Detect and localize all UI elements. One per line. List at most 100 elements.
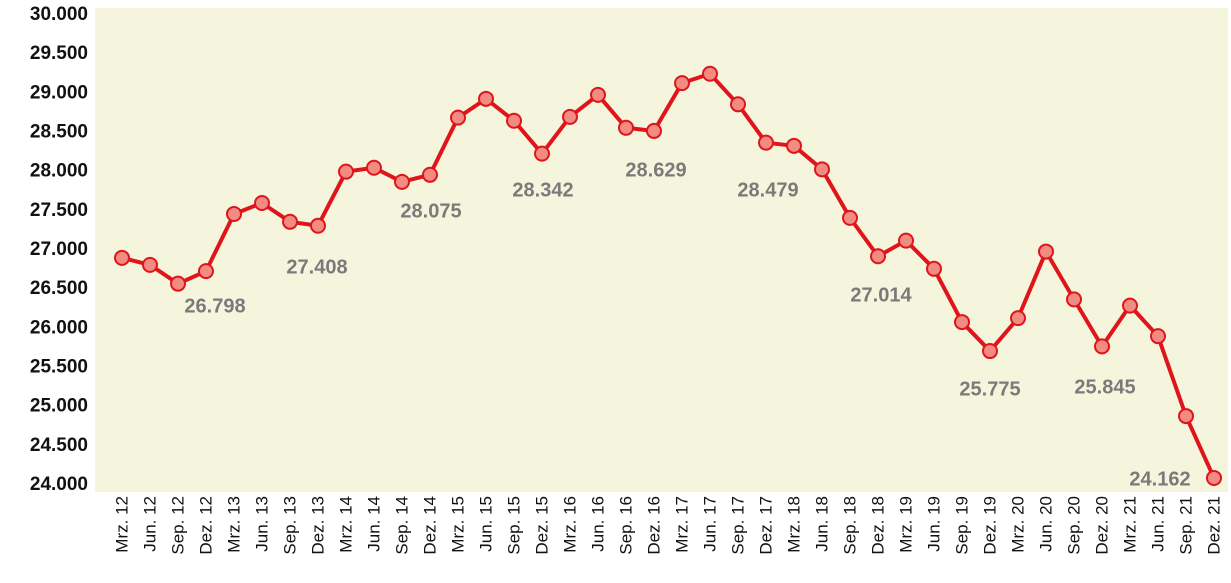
x-tick-label: Mrz. 14	[336, 496, 355, 553]
marker	[450, 109, 466, 126]
marker	[870, 248, 886, 265]
marker	[1122, 297, 1138, 314]
marker	[1150, 328, 1166, 345]
marker	[1094, 338, 1110, 355]
x-tick-label: Jun. 12	[140, 496, 159, 552]
x-tick-label: Sep. 17	[728, 496, 747, 555]
x-tick-label: Sep. 19	[952, 496, 971, 555]
marker	[338, 163, 354, 180]
annotation: 26.798	[184, 295, 245, 317]
x-tick-label: Dez. 18	[868, 496, 887, 555]
x-tick-label: Sep. 14	[392, 496, 411, 555]
y-tick-label: 25.000	[30, 396, 88, 417]
x-tick-label: Dez. 17	[756, 496, 775, 555]
line	[121, 71, 1216, 479]
x-tick-label: Mrz. 18	[784, 496, 803, 553]
marker	[142, 256, 158, 273]
x-tick-label: Dez. 13	[308, 496, 327, 555]
marker	[1010, 310, 1026, 327]
x-tick-label: Jun. 18	[812, 496, 831, 552]
y-tick-label: 28.000	[30, 161, 88, 182]
marker	[534, 145, 550, 162]
marker	[1038, 243, 1054, 260]
marker	[1206, 469, 1222, 486]
marker	[758, 134, 774, 151]
y-tick-label: 26.000	[30, 317, 88, 338]
marker	[702, 65, 718, 82]
marker	[254, 195, 270, 211]
y-tick-label: 24.500	[30, 435, 88, 456]
marker	[226, 205, 242, 222]
x-tick-label: Mrz. 13	[224, 496, 243, 553]
marker	[170, 275, 186, 292]
x-tick-label: Jun. 21	[1148, 496, 1167, 552]
marker	[954, 314, 970, 331]
marker	[198, 263, 214, 280]
x-tick-label: Jun. 16	[588, 496, 607, 552]
marker	[1178, 408, 1194, 425]
x-tick-label: Sep. 18	[840, 496, 859, 555]
x-tick-label: Dez. 15	[532, 496, 551, 555]
annotation: 25.775	[959, 378, 1020, 400]
x-tick-label: Sep. 20	[1064, 496, 1083, 555]
annotation: 27.014	[850, 284, 912, 306]
marker	[1066, 291, 1082, 308]
x-tick-label: Sep. 12	[168, 496, 187, 555]
x-tick-label: Mrz. 12	[112, 496, 131, 553]
y-tick-label: 30.000	[30, 4, 88, 25]
x-tick-label: Dez. 14	[420, 496, 439, 555]
y-tick-label: 27.500	[30, 200, 88, 221]
marker	[814, 161, 830, 178]
marker	[926, 260, 942, 277]
y-tick-label: 27.000	[30, 239, 88, 260]
x-tick-label: Sep. 16	[616, 496, 635, 555]
y-tick-label: 29.000	[30, 82, 88, 103]
marker	[898, 232, 914, 249]
annotation: 28.479	[737, 179, 798, 201]
y-tick-label: 24.000	[30, 474, 88, 495]
marker	[590, 86, 606, 103]
x-tick-label: Dez. 20	[1092, 496, 1111, 555]
annotation: 28.342	[512, 179, 573, 201]
x-tick-label: Mrz. 20	[1008, 496, 1027, 553]
marker	[422, 166, 438, 183]
annotation: 28.075	[400, 200, 461, 222]
x-tick-label: Dez. 21	[1204, 496, 1223, 555]
y-tick-label: 29.500	[30, 43, 88, 64]
marker	[506, 112, 522, 129]
marker	[618, 119, 634, 136]
x-tick-label: Sep. 13	[280, 496, 299, 555]
marker	[982, 343, 998, 360]
plot-background	[95, 8, 1228, 492]
x-tick-label: Mrz. 17	[672, 496, 691, 553]
x-tick-label: Jun. 14	[364, 496, 383, 552]
marker	[114, 249, 130, 266]
marker	[646, 122, 662, 139]
x-tick-label: Jun. 13	[252, 496, 271, 552]
x-tick-label: Sep. 21	[1176, 496, 1195, 555]
marker	[282, 213, 298, 230]
marker	[394, 173, 410, 190]
x-tick-label: Dez. 19	[980, 496, 999, 555]
y-tick-label: 28.500	[30, 122, 88, 143]
x-tick-label: Mrz. 19	[896, 496, 915, 553]
x-tick-label: Dez. 12	[196, 496, 215, 555]
annotation: 25.845	[1074, 376, 1135, 398]
marker	[842, 209, 858, 226]
marker	[786, 137, 802, 154]
annotation: 28.629	[625, 159, 686, 181]
y-tick-label: 26.500	[30, 278, 88, 299]
marker	[730, 96, 746, 113]
marker	[562, 108, 578, 125]
x-tick-label: Mrz. 21	[1120, 496, 1139, 553]
x-tick-label: Jun. 15	[476, 496, 495, 552]
x-tick-label: Dez. 16	[644, 496, 663, 555]
y-tick-label: 25.500	[30, 357, 88, 378]
x-tick-label: Jun. 19	[924, 496, 943, 552]
annotation: 27.408	[286, 256, 347, 278]
marker	[310, 217, 326, 234]
annotation: 24.162	[1129, 468, 1190, 490]
x-tick-label: Mrz. 15	[448, 496, 467, 553]
marker	[478, 90, 494, 107]
